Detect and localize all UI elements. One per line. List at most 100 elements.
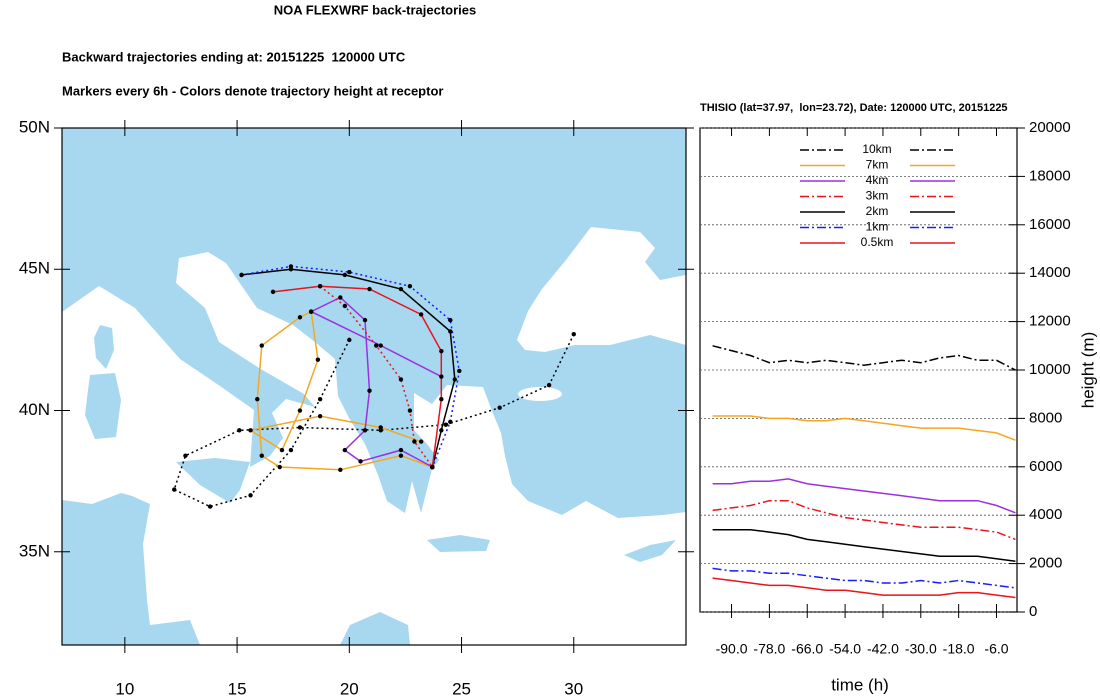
y-tick-label: 50N — [19, 117, 50, 136]
sardinia — [85, 373, 121, 439]
subtitle: Backward trajectories ending at: 2015122… — [62, 49, 406, 64]
marker — [338, 467, 343, 473]
marker — [443, 422, 449, 427]
y-axis-label: height (m) — [1078, 332, 1097, 409]
corsica — [94, 325, 114, 369]
marker — [448, 317, 453, 323]
legend-label: 7km — [866, 158, 889, 172]
marker — [398, 377, 404, 382]
marker — [347, 337, 352, 343]
map-panel — [62, 128, 686, 645]
y-tick-label: 20000 — [1029, 119, 1071, 136]
marker — [439, 374, 444, 379]
legend-label: 10km — [862, 142, 891, 156]
series-line — [712, 528, 1016, 562]
marker — [248, 428, 253, 433]
islands — [85, 325, 676, 562]
marker — [407, 284, 413, 289]
marker — [546, 382, 552, 388]
x-tick-label: -30.0 — [905, 641, 937, 657]
legend-label: 1km — [866, 220, 889, 234]
marker — [367, 286, 372, 292]
marker — [362, 317, 368, 323]
x-tick-label: -42.0 — [867, 641, 899, 657]
marmara-sea — [518, 387, 562, 401]
series-line — [712, 577, 1016, 599]
marker — [457, 368, 462, 374]
series-line — [712, 415, 1016, 441]
marker — [497, 405, 502, 410]
legend-label: 3km — [866, 189, 889, 203]
marker — [288, 264, 294, 269]
mediterranean — [62, 252, 686, 645]
y-tick-label: 8000 — [1029, 409, 1062, 426]
marker — [367, 388, 372, 393]
marker — [452, 377, 458, 382]
x-tick-label: 30 — [564, 679, 583, 698]
marker — [248, 493, 253, 498]
marker — [279, 447, 285, 453]
marker — [317, 284, 323, 289]
marker — [358, 459, 363, 464]
x-tick-label: 15 — [228, 679, 247, 698]
series-line — [712, 567, 1016, 589]
marker — [407, 408, 413, 413]
marker — [412, 439, 417, 444]
y-tick-label: 6000 — [1029, 458, 1062, 475]
sicily — [176, 458, 250, 503]
marker — [338, 295, 343, 300]
marker — [439, 397, 444, 402]
x-tick-label: 25 — [452, 679, 471, 698]
marker — [239, 272, 244, 278]
marker — [317, 413, 323, 419]
marker — [571, 332, 576, 337]
marker — [237, 428, 242, 433]
y-tick-label: 14000 — [1029, 264, 1071, 281]
marker — [317, 397, 323, 402]
marker — [398, 286, 404, 292]
marker — [378, 343, 383, 348]
crete — [427, 535, 490, 552]
legend-label: 2km — [866, 204, 889, 218]
marker — [297, 425, 303, 430]
trajectory — [173, 333, 575, 508]
marker — [448, 329, 453, 334]
panel-title: THISIO (lat=37.97, lon=23.72), Date: 120… — [700, 102, 1008, 114]
marker — [288, 447, 294, 453]
x-tick-label: -6.0 — [984, 641, 1008, 657]
y-tick-label: 4000 — [1029, 506, 1062, 523]
marker — [255, 397, 260, 402]
y-tick-label: 2000 — [1029, 555, 1062, 572]
cyprus — [624, 540, 676, 562]
trajectories — [172, 264, 576, 509]
y-tick-label: 40N — [19, 400, 50, 419]
sea — [62, 227, 686, 645]
x-tick-label: -18.0 — [943, 641, 975, 657]
marker — [270, 289, 276, 295]
marker — [347, 269, 352, 275]
marker — [418, 439, 424, 444]
marker — [207, 504, 213, 509]
marker — [398, 453, 404, 458]
marker — [362, 428, 368, 433]
x-tick-label: -66.0 — [791, 641, 823, 657]
marker — [342, 447, 348, 453]
y-tick-label: 35N — [19, 541, 50, 560]
marker — [378, 425, 383, 430]
marker — [439, 348, 444, 354]
marker — [315, 357, 321, 362]
y-tick-label: 10000 — [1029, 361, 1071, 378]
trajectory — [248, 310, 433, 471]
marker — [418, 312, 424, 317]
marker — [374, 343, 379, 348]
legend-label: 4km — [866, 173, 889, 187]
marker — [277, 464, 282, 470]
marker — [297, 315, 303, 320]
marker — [297, 408, 303, 413]
y-tick-label: 18000 — [1029, 167, 1071, 184]
marker — [259, 343, 264, 348]
y-tick-label: 16000 — [1029, 216, 1071, 233]
series-line — [712, 499, 1016, 541]
figure-title: NOA FLEXWRF back-trajectories — [274, 2, 477, 17]
